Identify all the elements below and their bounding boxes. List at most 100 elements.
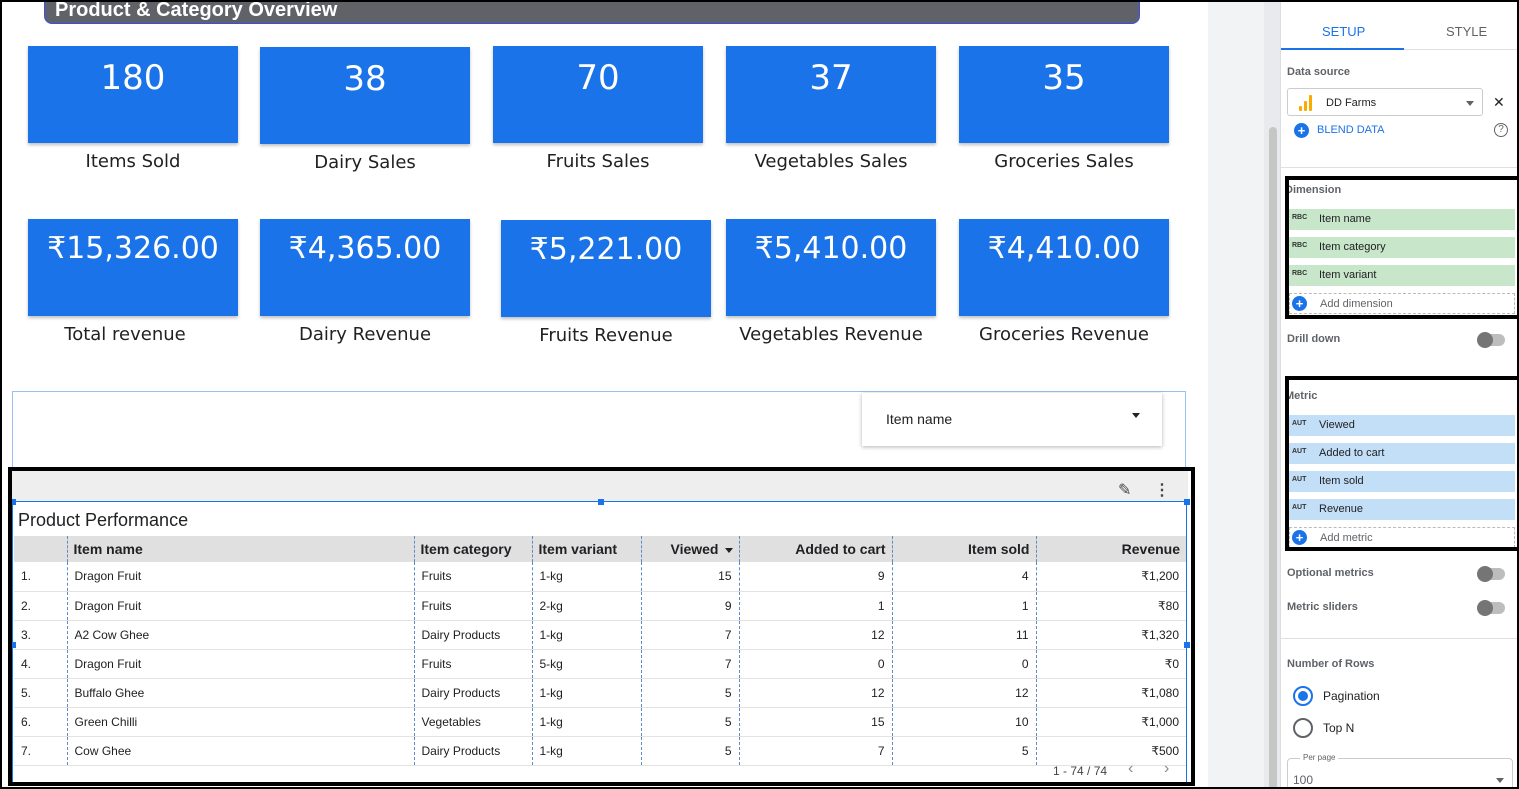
cell-item-category: Fruits (413, 649, 532, 679)
tab-style[interactable]: STYLE (1446, 24, 1488, 39)
cell-index: 4. (14, 649, 67, 679)
column-header-item-variant[interactable]: Item variant (531, 536, 641, 562)
cell-viewed: 5 (640, 736, 739, 766)
cell-viewed: 5 (640, 678, 739, 708)
canvas-gutter (1208, 2, 1264, 787)
cell-item-variant: 1-kg (531, 620, 641, 650)
pagination-range: 1 - 74 / 74 (1053, 764, 1108, 778)
drill-down-toggle[interactable] (1477, 332, 1505, 348)
kpi-fruits-sales[interactable]: 70 (493, 46, 703, 143)
dimension-chip-item-category[interactable]: RBC Item category (1289, 237, 1515, 258)
cell-item-category: Fruits (413, 562, 532, 592)
field-name: Item variant (1319, 269, 1377, 281)
kpi-vegetables-sales[interactable]: 37 (726, 46, 936, 143)
item-name-filter-dropdown[interactable]: Item name (862, 393, 1162, 446)
optional-metrics-toggle[interactable] (1477, 566, 1505, 582)
metric-chip-added-to-cart[interactable]: AUT Added to cart (1289, 443, 1515, 464)
cell-item-category: Dairy Products (413, 620, 532, 650)
table-row: 3. A2 Cow Ghee Dairy Products 1-kg 7 12 11 ₹1,3… (14, 620, 1186, 650)
kpi-label: Total revenue (64, 324, 186, 345)
edit-pencil-icon[interactable]: ✎ (1118, 482, 1132, 499)
metric-chip-revenue[interactable]: AUT Revenue (1289, 499, 1515, 520)
kpi-value: 35 (1042, 58, 1086, 98)
pagination-radio-label: Pagination (1323, 689, 1380, 703)
top-n-radio-label: Top N (1323, 721, 1355, 735)
kpi-vegetables-revenue[interactable]: ₹5,410.00 (726, 219, 936, 316)
filter-label: Item name (886, 411, 953, 427)
table-title: Product Performance (18, 510, 189, 530)
close-icon[interactable]: ✕ (1493, 94, 1505, 110)
column-header-item-name[interactable]: Item name (66, 536, 414, 562)
resize-handle[interactable] (1184, 499, 1190, 505)
cell-index: 5. (14, 678, 67, 708)
metric-sliders-toggle[interactable] (1477, 600, 1505, 616)
drill-down-label: Drill down (1287, 333, 1341, 345)
kpi-total-revenue[interactable]: ₹15,326.00 (28, 219, 238, 316)
table-toolbar (12, 471, 1188, 502)
report-title: Product & Category Overview (55, 0, 338, 21)
add-circle-icon: + (1292, 530, 1307, 545)
vertical-scrollbar[interactable] (1264, 2, 1280, 787)
field-name: Item name (1319, 213, 1371, 225)
field-type-tag: AUT (1292, 476, 1307, 483)
cell-revenue: ₹500 (1035, 736, 1186, 766)
add-metric-label: Add metric (1320, 532, 1373, 544)
resize-handle[interactable] (10, 499, 16, 505)
kpi-groceries-revenue[interactable]: ₹4,410.00 (959, 219, 1169, 316)
column-header-viewed[interactable]: Viewed (640, 536, 739, 562)
data-source-select[interactable]: DD Farms (1287, 88, 1483, 116)
blend-data-button[interactable]: BLEND DATA (1317, 124, 1385, 136)
column-header-item-category[interactable]: Item category (413, 536, 532, 562)
add-circle-icon[interactable]: + (1294, 123, 1309, 138)
chevron-right-icon[interactable]: › (1164, 760, 1170, 777)
product-performance-table: Item name Item category Item variant Vie… (14, 536, 1186, 766)
scrollbar-thumb[interactable] (1269, 127, 1277, 787)
metric-sliders-label: Metric sliders (1287, 601, 1358, 613)
cell-viewed: 7 (640, 649, 739, 679)
help-icon[interactable]: ? (1494, 123, 1508, 137)
divider (1281, 638, 1517, 639)
field-name: Viewed (1319, 419, 1355, 431)
kpi-groceries-sales[interactable]: 35 (959, 46, 1169, 143)
cell-added-to-cart: 12 (738, 620, 892, 650)
dimension-chip-item-variant[interactable]: RBC Item variant (1289, 265, 1515, 286)
column-header-revenue[interactable]: Revenue (1035, 536, 1186, 562)
dimension-chip-item-name[interactable]: RBC Item name (1289, 209, 1515, 230)
kpi-items-sold[interactable]: 180 (28, 46, 238, 143)
pagination-radio[interactable] (1293, 686, 1313, 706)
optional-metrics-label: Optional metrics (1287, 567, 1374, 579)
report-header[interactable]: Product & Category Overview (44, 0, 1140, 24)
cell-viewed: 5 (640, 707, 739, 737)
kpi-label: Groceries Revenue (979, 324, 1149, 345)
column-header-item-sold[interactable]: Item sold (891, 536, 1036, 562)
more-vert-icon[interactable]: ⋮ (1154, 482, 1170, 499)
metric-label: Metric (1285, 390, 1318, 402)
field-type-tag: AUT (1292, 420, 1307, 427)
field-name: Revenue (1319, 503, 1364, 515)
cell-item-variant: 1-kg (531, 562, 641, 592)
resize-handle[interactable] (10, 642, 16, 648)
cell-item-variant: 1-kg (531, 736, 641, 766)
data-source-label: Data source (1287, 66, 1350, 78)
top-n-radio[interactable] (1293, 718, 1313, 738)
kpi-dairy-revenue[interactable]: ₹4,365.00 (260, 219, 470, 316)
cell-item-category: Vegetables (413, 707, 532, 737)
chevron-left-icon[interactable]: ‹ (1128, 760, 1134, 777)
field-name: Item category (1319, 241, 1386, 253)
kpi-value: 180 (100, 58, 166, 98)
resize-handle[interactable] (598, 499, 604, 505)
cell-item-category: Dairy Products (413, 736, 532, 766)
cell-item-category: Fruits (413, 591, 532, 621)
cell-index: 1. (14, 562, 67, 592)
tab-setup[interactable]: SETUP (1322, 24, 1366, 39)
kpi-dairy-sales[interactable]: 38 (260, 47, 470, 144)
add-dimension-button[interactable]: + Add dimension (1289, 293, 1515, 314)
resize-handle[interactable] (1184, 642, 1190, 648)
per-page-select[interactable]: Per page 100 (1287, 753, 1513, 787)
metric-chip-item-sold[interactable]: AUT Item sold (1289, 471, 1515, 492)
cell-item-sold: 10 (891, 707, 1036, 737)
metric-chip-viewed[interactable]: AUT Viewed (1289, 415, 1515, 436)
kpi-fruits-revenue[interactable]: ₹5,221.00 (501, 220, 711, 317)
column-header-added-to-cart[interactable]: Added to cart (738, 536, 892, 562)
